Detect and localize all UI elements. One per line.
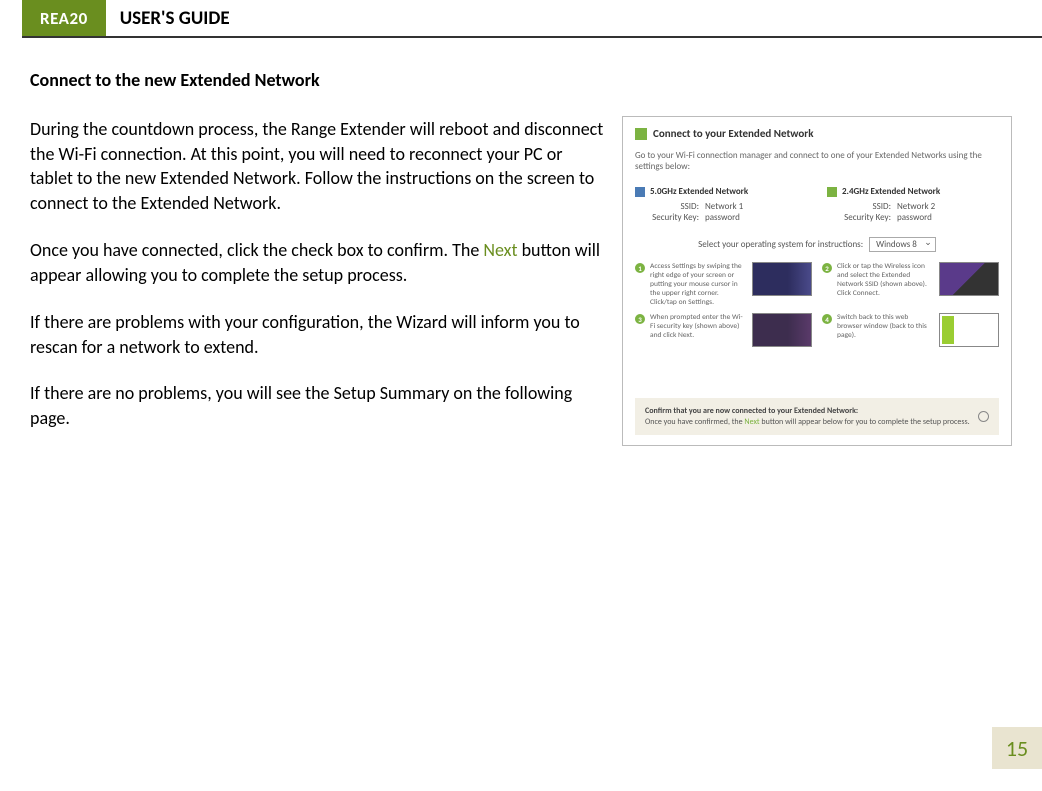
net5-ssid-row: SSID: Network 1	[635, 201, 807, 212]
screenshot-subtitle: Go to your Wi-Fi connection manager and …	[635, 150, 999, 172]
step-3-thumb	[752, 313, 812, 347]
wizard-screenshot: Connect to your Extended Network Go to y…	[622, 116, 1012, 446]
step-1-text: Access Settings by swiping the right edg…	[650, 262, 747, 307]
net5-ssid-value: Network 1	[705, 201, 743, 212]
step-3: 3 When prompted enter the Wi-Fi security…	[635, 313, 812, 347]
step-4-thumb	[939, 313, 999, 347]
confirm-rest-b: button will appear below for you to comp…	[760, 417, 970, 427]
step-2: 2 Click or tap the Wireless icon and sel…	[822, 262, 999, 307]
screenshot-title-row: Connect to your Extended Network	[635, 127, 999, 140]
net5-key-value: password	[705, 212, 740, 223]
product-badge: REA20	[22, 0, 106, 36]
confirm-rest-a: Once you have confirmed, the	[645, 417, 744, 427]
net5-key-label: Security Key:	[635, 212, 705, 223]
confirm-radio[interactable]	[978, 411, 989, 422]
screenshot-title: Connect to your Extended Network	[653, 127, 814, 140]
step-1: 1 Access Settings by swiping the right e…	[635, 262, 812, 307]
blue-icon	[635, 187, 645, 197]
paragraph-1: During the countdown process, the Range …	[30, 117, 604, 216]
step-3-badge: 3	[635, 314, 645, 324]
confirm-bar: Confirm that you are now connected to yo…	[635, 398, 999, 435]
confirm-text: Confirm that you are now connected to yo…	[645, 406, 970, 427]
step-1-badge: 1	[635, 263, 645, 273]
step-1-thumb	[752, 262, 812, 296]
net24-key-label: Security Key:	[827, 212, 897, 223]
section-heading: Connect to the new Extended Network	[30, 68, 604, 93]
page-header: REA20 USER'S GUIDE	[22, 0, 1042, 38]
paragraph-3: If there are problems with your configur…	[30, 310, 604, 360]
step-4-badge: 4	[822, 314, 832, 324]
paragraph-4: If there are no problems, you will see t…	[30, 381, 604, 431]
net24-ssid-label: SSID:	[827, 201, 897, 212]
network-24ghz: 2.4GHz Extended Network SSID: Network 2 …	[827, 186, 999, 223]
step-4: 4 Switch back to this web browser window…	[822, 313, 999, 347]
step-4-text: Switch back to this web browser window (…	[837, 313, 934, 347]
net24-head: 2.4GHz Extended Network	[827, 186, 999, 197]
net5-ssid-label: SSID:	[635, 201, 705, 212]
net24-ssid-value: Network 2	[897, 201, 935, 212]
confirm-bold: Confirm that you are now connected to yo…	[645, 406, 858, 416]
net24-key-row: Security Key: password	[827, 212, 999, 223]
content-area: Connect to the new Extended Network Duri…	[0, 38, 1042, 453]
step-3-text: When prompted enter the Wi-Fi security k…	[650, 313, 747, 347]
confirm-next: Next	[744, 417, 759, 427]
net24-name: 2.4GHz Extended Network	[842, 186, 940, 197]
net24-ssid-row: SSID: Network 2	[827, 201, 999, 212]
step-2-thumb	[939, 262, 999, 296]
net5-key-row: Security Key: password	[635, 212, 807, 223]
net24-key-value: password	[897, 212, 932, 223]
next-text: Next	[483, 239, 517, 261]
para2-pre: Once you have connected, click the check…	[30, 239, 483, 261]
os-label: Select your operating system for instruc…	[698, 239, 863, 250]
networks-row: 5.0GHz Extended Network SSID: Network 1 …	[635, 186, 999, 223]
screenshot-column: Connect to your Extended Network Go to y…	[622, 68, 1012, 453]
title-icon	[635, 128, 647, 140]
network-5ghz: 5.0GHz Extended Network SSID: Network 1 …	[635, 186, 807, 223]
steps-grid: 1 Access Settings by swiping the right e…	[635, 262, 999, 347]
os-select[interactable]: Windows 8	[869, 237, 936, 252]
text-column: Connect to the new Extended Network Duri…	[30, 68, 604, 453]
green-icon	[827, 187, 837, 197]
page-number: 15	[992, 727, 1042, 769]
step-2-text: Click or tap the Wireless icon and selec…	[837, 262, 934, 307]
os-selector-row: Select your operating system for instruc…	[635, 237, 999, 252]
net5-head: 5.0GHz Extended Network	[635, 186, 807, 197]
paragraph-2: Once you have connected, click the check…	[30, 238, 604, 288]
guide-title: USER'S GUIDE	[106, 0, 230, 36]
step-2-badge: 2	[822, 263, 832, 273]
net5-name: 5.0GHz Extended Network	[650, 186, 748, 197]
